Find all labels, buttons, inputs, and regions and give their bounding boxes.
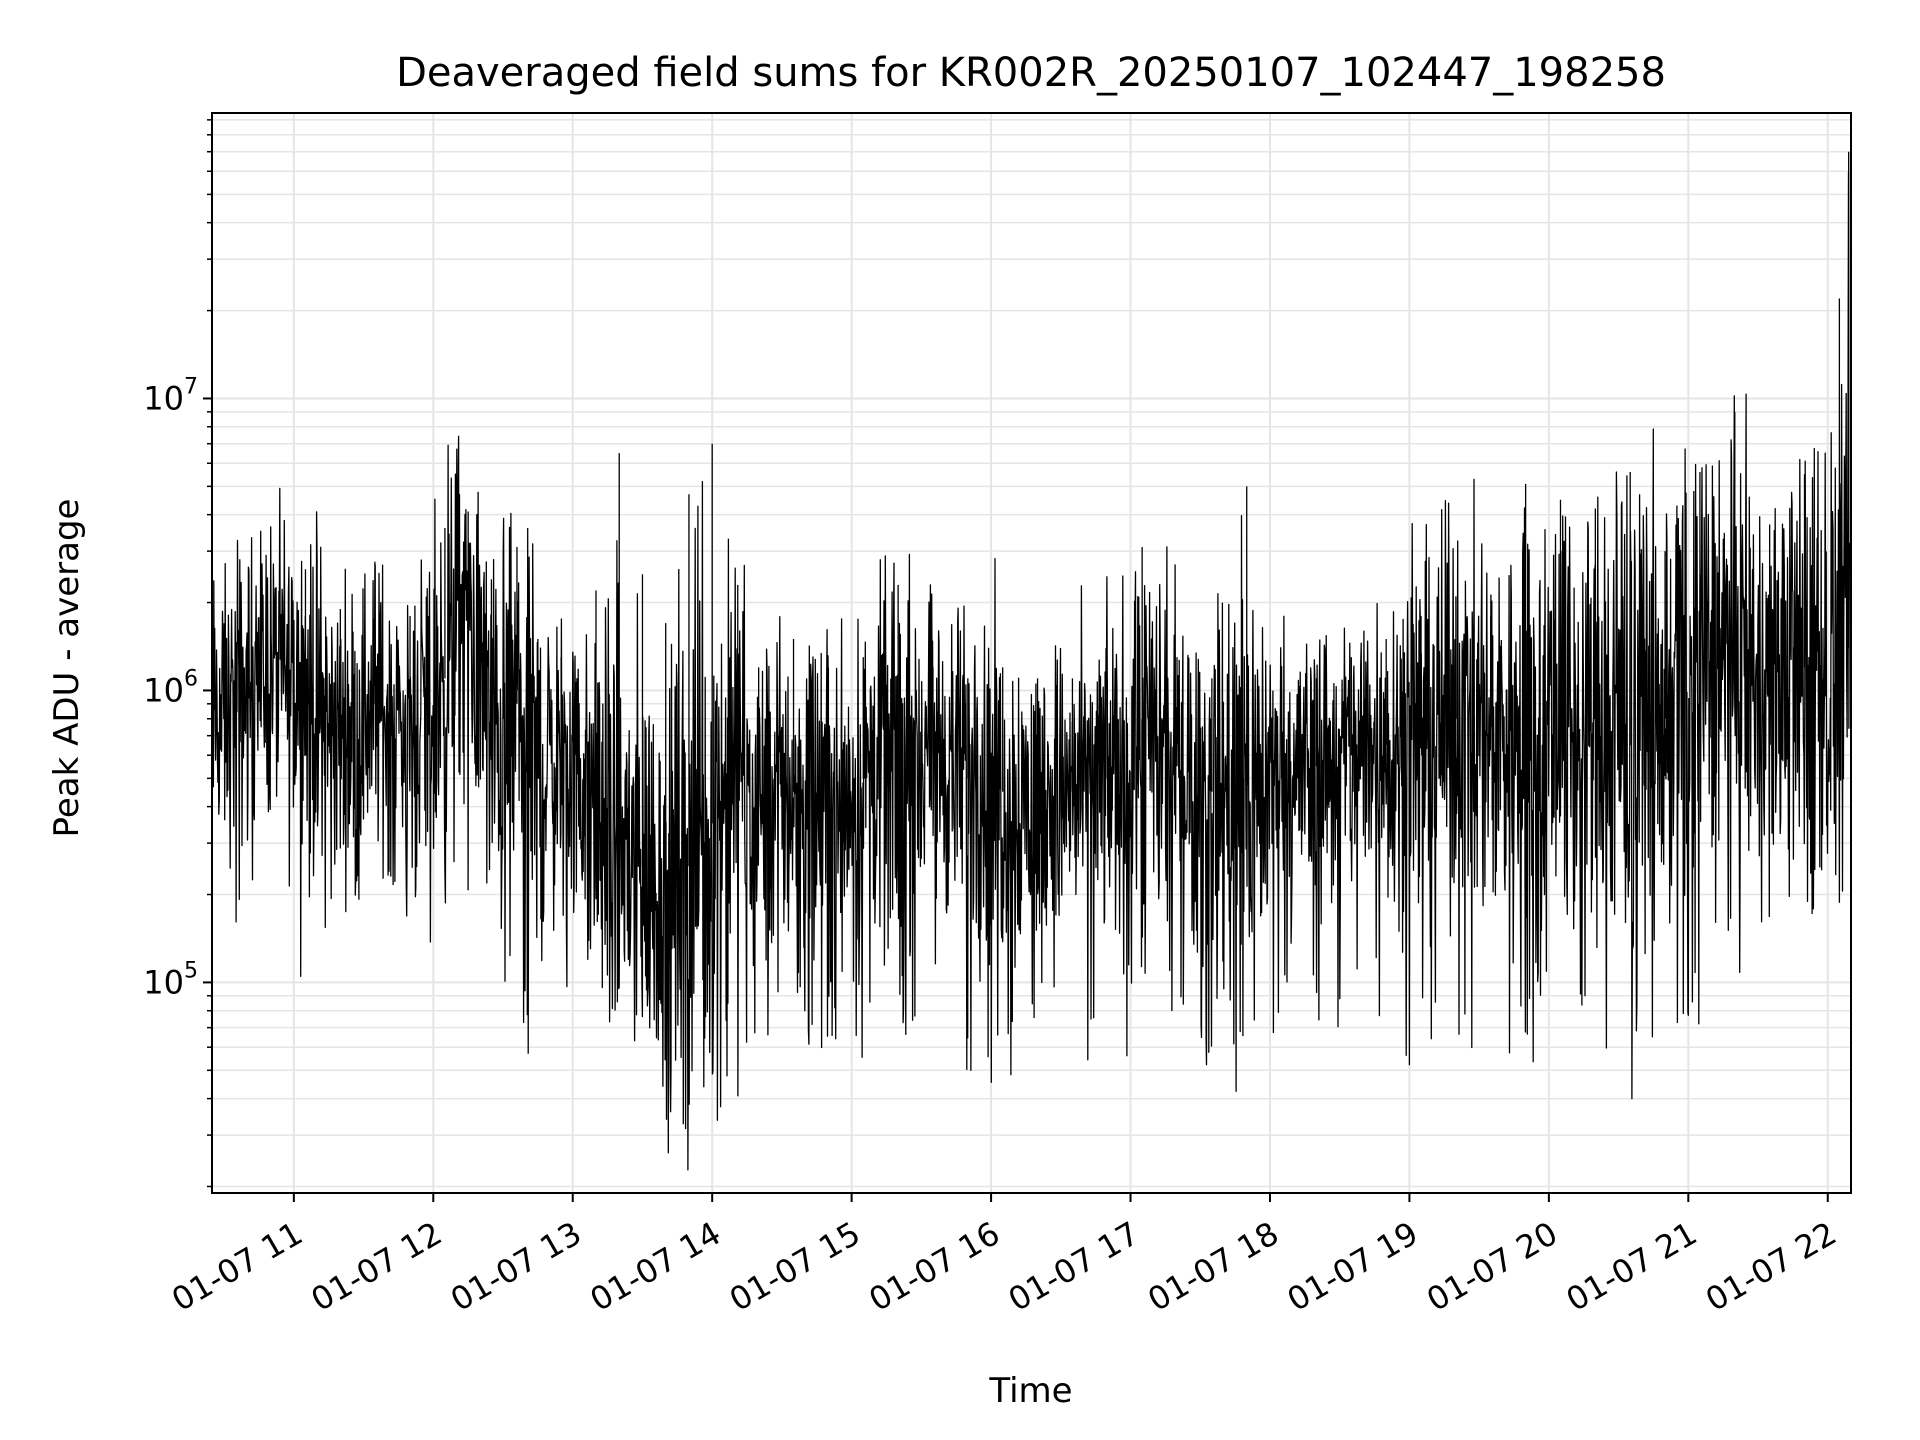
x-axis-label: Time: [988, 1371, 1072, 1411]
data-series-line: [211, 171, 1851, 1171]
plot-area: [211, 151, 1851, 1171]
y-tick-label: 107: [143, 374, 198, 417]
chart-title: Deaveraged field sums for KR002R_2025010…: [396, 50, 1666, 96]
grid: [207, 113, 1851, 1193]
y-tick-label: 105: [143, 958, 198, 1001]
y-axis-label: Peak ADU - average: [47, 499, 87, 838]
y-axis: 105 106 107: [143, 374, 212, 1001]
plot-frame: [211, 112, 1852, 1194]
y-tick-label: 106: [143, 666, 198, 709]
